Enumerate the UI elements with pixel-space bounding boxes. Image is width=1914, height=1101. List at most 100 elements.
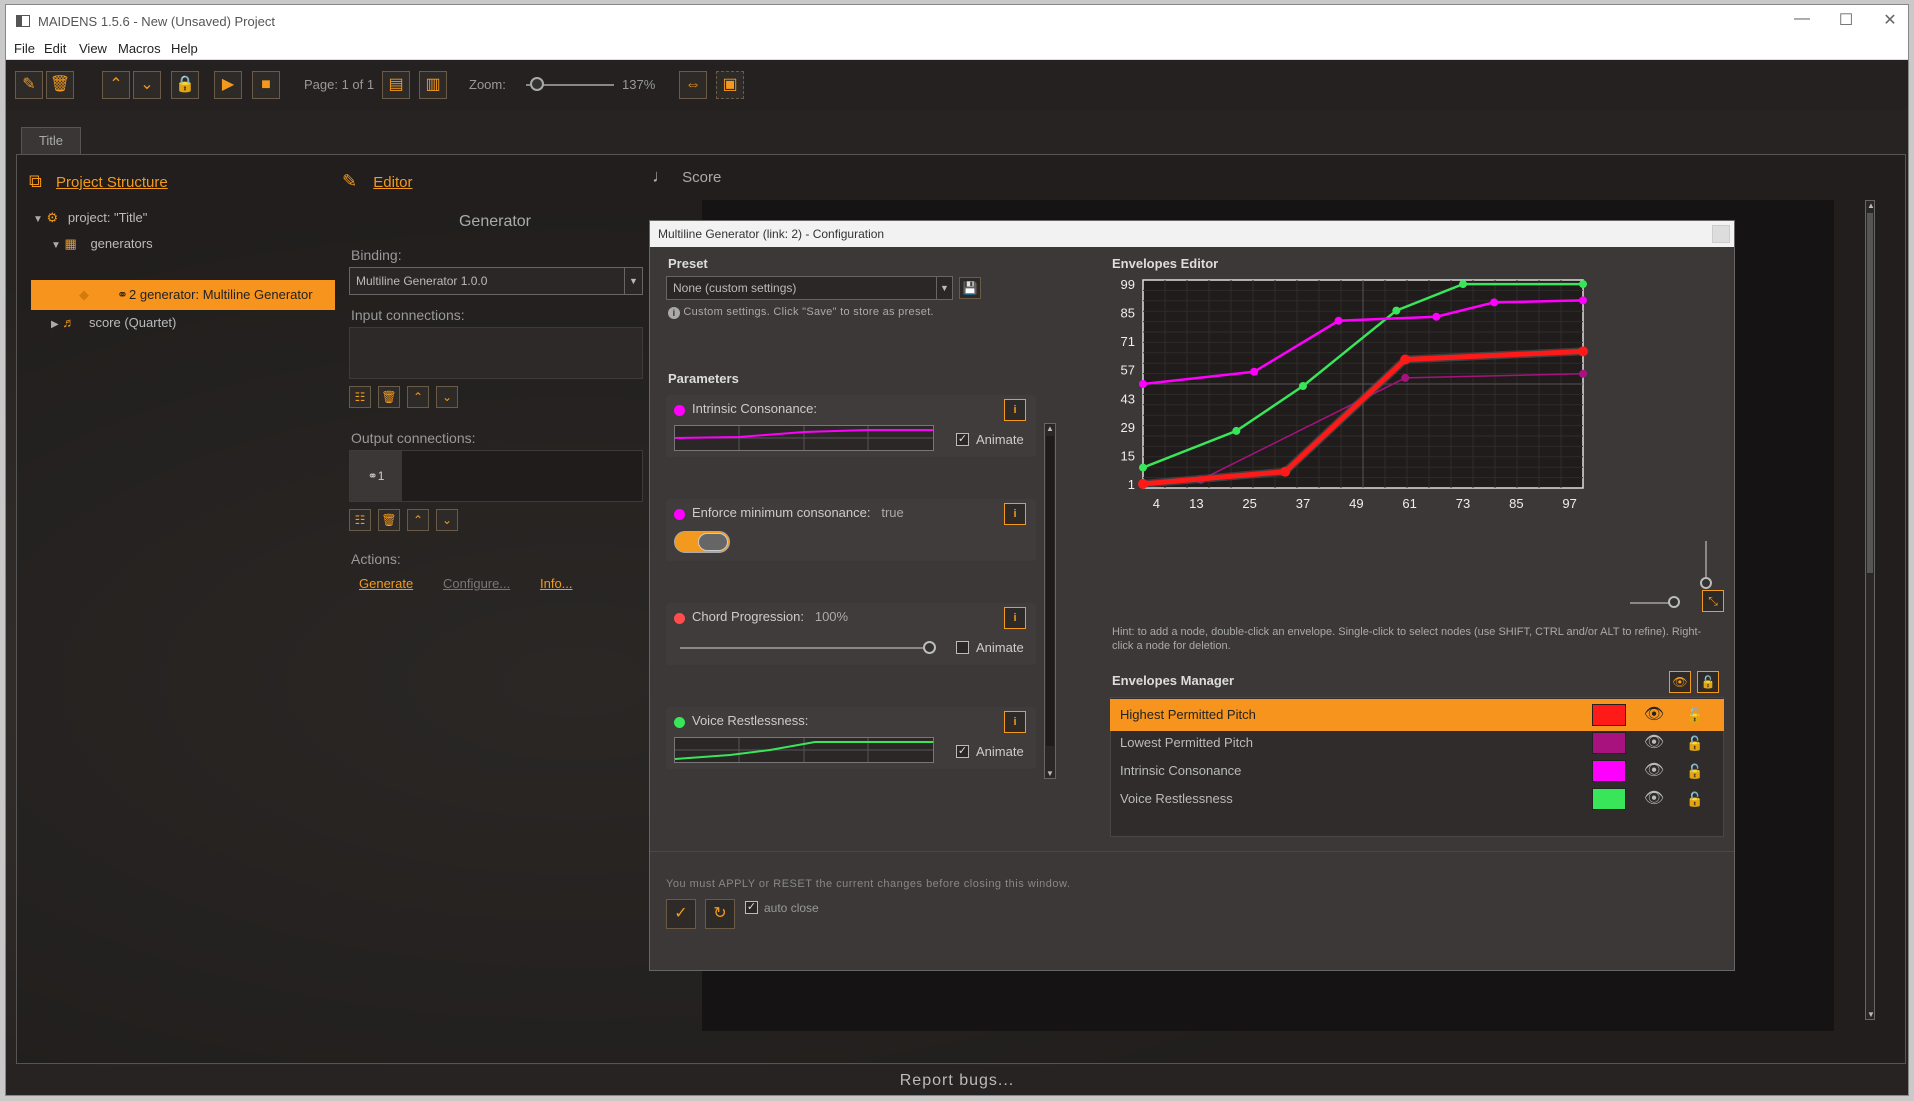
envelope-row-highest[interactable]: Highest Permitted Pitch 👁 🔓 — [1110, 699, 1724, 731]
trash-icon[interactable]: 🗑 — [46, 71, 74, 99]
move-up-icon[interactable]: ⌃ — [407, 386, 429, 408]
menu-edit[interactable]: Edit — [44, 41, 67, 56]
delete-connection-icon[interactable]: 🗑 — [378, 386, 400, 408]
delete-connection-icon[interactable]: 🗑 — [378, 509, 400, 531]
eye-icon[interactable]: 👁 — [1643, 762, 1665, 779]
toggle-lock-icon[interactable]: 🔓 — [1697, 671, 1719, 693]
tree-row-score[interactable]: ▶ ♬ score (Quartet) — [51, 315, 177, 330]
add-connection-icon[interactable]: ☷ — [349, 386, 371, 408]
menu-macros[interactable]: Macros — [118, 41, 161, 56]
prev-page-icon[interactable]: ▤ — [382, 71, 410, 99]
envelope-row-intrinsic[interactable]: Intrinsic Consonance 👁 🔓 — [1110, 755, 1724, 787]
lock-icon[interactable]: 🔓 — [1686, 707, 1704, 723]
lock-icon[interactable]: 🔓 — [1686, 763, 1704, 779]
intrinsic-consonance-preview[interactable] — [674, 425, 934, 451]
play-icon[interactable]: ▶ — [214, 71, 242, 99]
eye-icon[interactable]: 👁 — [1643, 734, 1665, 751]
y-tick-label: 29 — [1121, 420, 1135, 435]
info-icon[interactable]: i — [1004, 399, 1026, 421]
app-window: MAIDENS 1.5.6 - New (Unsaved) Project — … — [5, 4, 1909, 1096]
info-icon[interactable]: i — [1004, 607, 1026, 629]
apply-button[interactable]: ✓ — [666, 899, 696, 929]
fit-width-icon[interactable]: ⇔ — [679, 71, 707, 99]
preset-select[interactable]: None (custom settings) ▼ — [666, 276, 953, 300]
minimize-icon[interactable]: — — [1794, 10, 1810, 27]
scroll-down-icon[interactable]: ▼ — [1867, 1010, 1875, 1019]
menu-view[interactable]: View — [79, 41, 107, 56]
close-icon[interactable]: ✕ — [1883, 12, 1897, 29]
tree-row-project[interactable]: ▼ ⚙ project: "Title" — [33, 210, 148, 225]
chord-progression-slider[interactable] — [680, 647, 930, 649]
chevron-down-icon[interactable]: ▼ — [936, 277, 952, 299]
move-down-icon[interactable]: ⌄ — [436, 509, 458, 531]
move-up-icon[interactable]: ⌃ — [102, 71, 130, 99]
envelope-color-swatch[interactable] — [1592, 788, 1626, 810]
animate-checkbox[interactable]: ✓ — [956, 433, 969, 446]
add-connection-icon[interactable]: ☷ — [349, 509, 371, 531]
lock-icon[interactable]: 🔓 — [1686, 791, 1704, 807]
project-structure-link[interactable]: Project Structure — [56, 174, 168, 191]
reset-button[interactable]: ↻ — [705, 899, 735, 929]
eye-icon[interactable]: 👁 — [1643, 706, 1665, 723]
scroll-down-icon[interactable]: ▼ — [1046, 769, 1054, 778]
collapse-icon[interactable]: ⤡ — [1702, 590, 1724, 612]
horizontal-zoom-handle[interactable] — [1668, 596, 1680, 608]
vertical-zoom-slider[interactable] — [1705, 541, 1707, 581]
dialog-close-button[interactable] — [1712, 225, 1730, 243]
envelope-color-swatch[interactable] — [1592, 704, 1626, 726]
envelope-row-voice[interactable]: Voice Restlessness 👁 🔓 — [1110, 783, 1724, 815]
chevron-down-icon[interactable]: ▼ — [624, 268, 642, 294]
envelope-color-swatch[interactable] — [1592, 732, 1626, 754]
tree-label-generator: 2 generator: Multiline Generator — [129, 287, 313, 302]
input-connections-list[interactable] — [349, 327, 643, 379]
tree-row-generators[interactable]: ▼ ▦ generators — [51, 236, 153, 251]
vertical-zoom-handle[interactable] — [1700, 577, 1712, 589]
move-down-icon[interactable]: ⌄ — [133, 71, 161, 99]
envelope-color-swatch[interactable] — [1592, 760, 1626, 782]
info-link[interactable]: Info... — [540, 576, 573, 591]
pencil-icon[interactable]: ✎ — [15, 71, 43, 99]
zoom-slider-handle[interactable] — [529, 77, 544, 91]
eye-icon[interactable]: 👁 — [1643, 790, 1665, 807]
menu-file[interactable]: File — [14, 41, 35, 56]
report-bugs-link[interactable]: Report bugs... — [6, 1065, 1908, 1095]
series-point — [1579, 369, 1587, 378]
score-scrollbar[interactable]: ▲ ▼ — [1865, 200, 1875, 1020]
stop-icon[interactable]: ■ — [252, 71, 280, 99]
move-up-icon[interactable]: ⌃ — [407, 509, 429, 531]
scroll-thumb[interactable] — [1867, 213, 1873, 573]
lock-icon[interactable]: 🔓 — [1686, 735, 1704, 751]
configure-link[interactable]: Configure... — [443, 576, 511, 591]
tab-title[interactable]: Title — [21, 127, 81, 155]
editor-link[interactable]: Editor — [373, 174, 413, 191]
slider-handle[interactable] — [923, 641, 936, 654]
info-icon[interactable]: i — [1004, 711, 1026, 733]
animate-checkbox[interactable]: ✓ — [956, 745, 969, 758]
enforce-toggle[interactable] — [674, 531, 730, 553]
tree-row-generator-selected[interactable]: ◆ ⚭ 2 generator: Multiline Generator — [31, 280, 335, 310]
fit-page-icon[interactable]: ▣ — [716, 71, 744, 99]
lock-icon[interactable]: 🔒 — [171, 71, 199, 99]
scroll-thumb[interactable] — [1046, 436, 1054, 746]
maximize-icon[interactable]: ☐ — [1838, 12, 1854, 29]
next-page-icon[interactable]: ▥ — [419, 71, 447, 99]
generate-link[interactable]: Generate — [359, 576, 414, 591]
envelope-row-lowest[interactable]: Lowest Permitted Pitch 👁 🔓 — [1110, 727, 1724, 759]
menu-help[interactable]: Help — [171, 41, 198, 56]
zoom-slider[interactable] — [526, 84, 614, 86]
voice-restlessness-preview[interactable] — [674, 737, 934, 763]
auto-close-checkbox[interactable]: ✓ — [745, 901, 758, 914]
binding-select[interactable]: Multiline Generator 1.0.0 ▼ — [349, 267, 643, 295]
scroll-up-icon[interactable]: ▲ — [1046, 424, 1054, 433]
animate-checkbox[interactable] — [956, 641, 969, 654]
parameters-scrollbar[interactable]: ▲ ▼ — [1044, 423, 1056, 779]
move-down-icon[interactable]: ⌄ — [436, 386, 458, 408]
save-preset-icon[interactable]: 💾 — [959, 277, 981, 299]
horizontal-zoom-slider[interactable] — [1630, 602, 1676, 604]
toggle-visibility-icon[interactable]: 👁 — [1669, 671, 1691, 693]
output-connections-list[interactable]: ⚭1 — [349, 450, 643, 502]
scroll-up-icon[interactable]: ▲ — [1867, 201, 1875, 210]
info-icon[interactable]: i — [1004, 503, 1026, 525]
output-connection-item[interactable]: ⚭1 — [350, 451, 402, 501]
